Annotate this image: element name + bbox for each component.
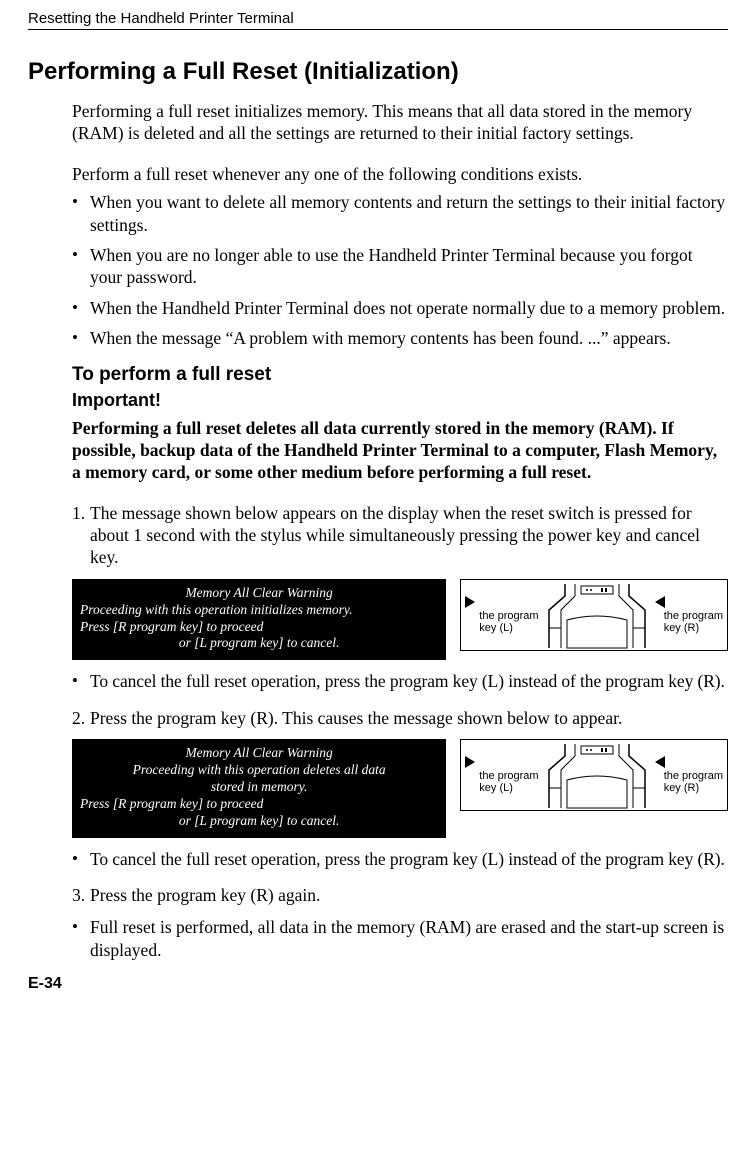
figure-row: Memory All Clear Warning Proceeding with… xyxy=(72,579,728,661)
msg-line: Proceeding with this operation deletes a… xyxy=(80,762,438,779)
device-label-right: the program key (R) xyxy=(664,770,723,794)
arrow-right-icon xyxy=(465,756,481,768)
condition-item: When you want to delete all memory conte… xyxy=(72,191,728,236)
label-text: the program xyxy=(479,610,538,622)
label-text: the program xyxy=(664,770,723,782)
running-head: Resetting the Handheld Printer Terminal xyxy=(28,10,728,27)
msg-line: Memory All Clear Warning xyxy=(80,585,438,602)
step-item: 2. Press the program key (R). This cause… xyxy=(72,707,728,729)
label-text: key (R) xyxy=(664,782,699,794)
step-number: 2. xyxy=(72,707,85,729)
label-text: key (L) xyxy=(479,782,513,794)
label-text: key (L) xyxy=(479,622,513,634)
arrow-right-icon xyxy=(465,596,481,608)
msg-line: or [L program key] to cancel. xyxy=(80,635,438,652)
intro-paragraph: Performing a full reset initializes memo… xyxy=(72,100,728,145)
condition-item: When the Handheld Printer Terminal does … xyxy=(72,297,728,319)
head-rule xyxy=(28,29,728,30)
msg-line: stored in memory. xyxy=(80,779,438,796)
device-outline-icon xyxy=(533,742,661,810)
figure-row: Memory All Clear Warning Proceeding with… xyxy=(72,739,728,837)
step-text: Press the program key (R) again. xyxy=(90,885,320,905)
device-diagram: the program key (L) the program key (R) xyxy=(460,739,728,811)
conditions-list: When you want to delete all memory conte… xyxy=(72,191,728,349)
label-text: key (R) xyxy=(664,622,699,634)
step-item: 1. The message shown below appears on th… xyxy=(72,502,728,569)
cancel-note: To cancel the full reset operation, pres… xyxy=(72,848,728,870)
section-heading: To perform a full reset xyxy=(72,364,728,386)
cancel-note: To cancel the full reset operation, pres… xyxy=(72,670,728,692)
msg-line: Memory All Clear Warning xyxy=(80,745,438,762)
page-number: E-34 xyxy=(28,975,728,993)
page-title: Performing a Full Reset (Initialization) xyxy=(28,58,728,86)
label-text: the program xyxy=(479,770,538,782)
conditions-lead: Perform a full reset whenever any one of… xyxy=(72,163,728,185)
device-label-right: the program key (R) xyxy=(664,610,723,634)
screen-message: Memory All Clear Warning Proceeding with… xyxy=(72,579,446,661)
screen-message: Memory All Clear Warning Proceeding with… xyxy=(72,739,446,837)
label-text: the program xyxy=(664,610,723,622)
step-number: 3. xyxy=(72,884,85,906)
msg-line: Press [R program key] to proceed xyxy=(80,619,438,636)
msg-line: or [L program key] to cancel. xyxy=(80,813,438,830)
device-diagram: the program key (L) the program key (R) xyxy=(460,579,728,651)
final-note: Full reset is performed, all data in the… xyxy=(72,916,728,961)
device-label-left: the program key (L) xyxy=(479,610,538,634)
step-text: The message shown below appears on the d… xyxy=(90,503,700,568)
msg-line: Proceeding with this operation initializ… xyxy=(80,602,438,619)
step-text: Press the program key (R). This causes t… xyxy=(90,708,622,728)
msg-line: Press [R program key] to proceed xyxy=(80,796,438,813)
important-paragraph: Performing a full reset deletes all data… xyxy=(72,417,728,484)
condition-item: When the message “A problem with memory … xyxy=(72,327,728,349)
important-heading: Important! xyxy=(72,390,728,411)
device-outline-icon xyxy=(533,582,661,650)
condition-item: When you are no longer able to use the H… xyxy=(72,244,728,289)
step-number: 1. xyxy=(72,502,85,524)
step-item: 3. Press the program key (R) again. xyxy=(72,884,728,906)
device-label-left: the program key (L) xyxy=(479,770,538,794)
